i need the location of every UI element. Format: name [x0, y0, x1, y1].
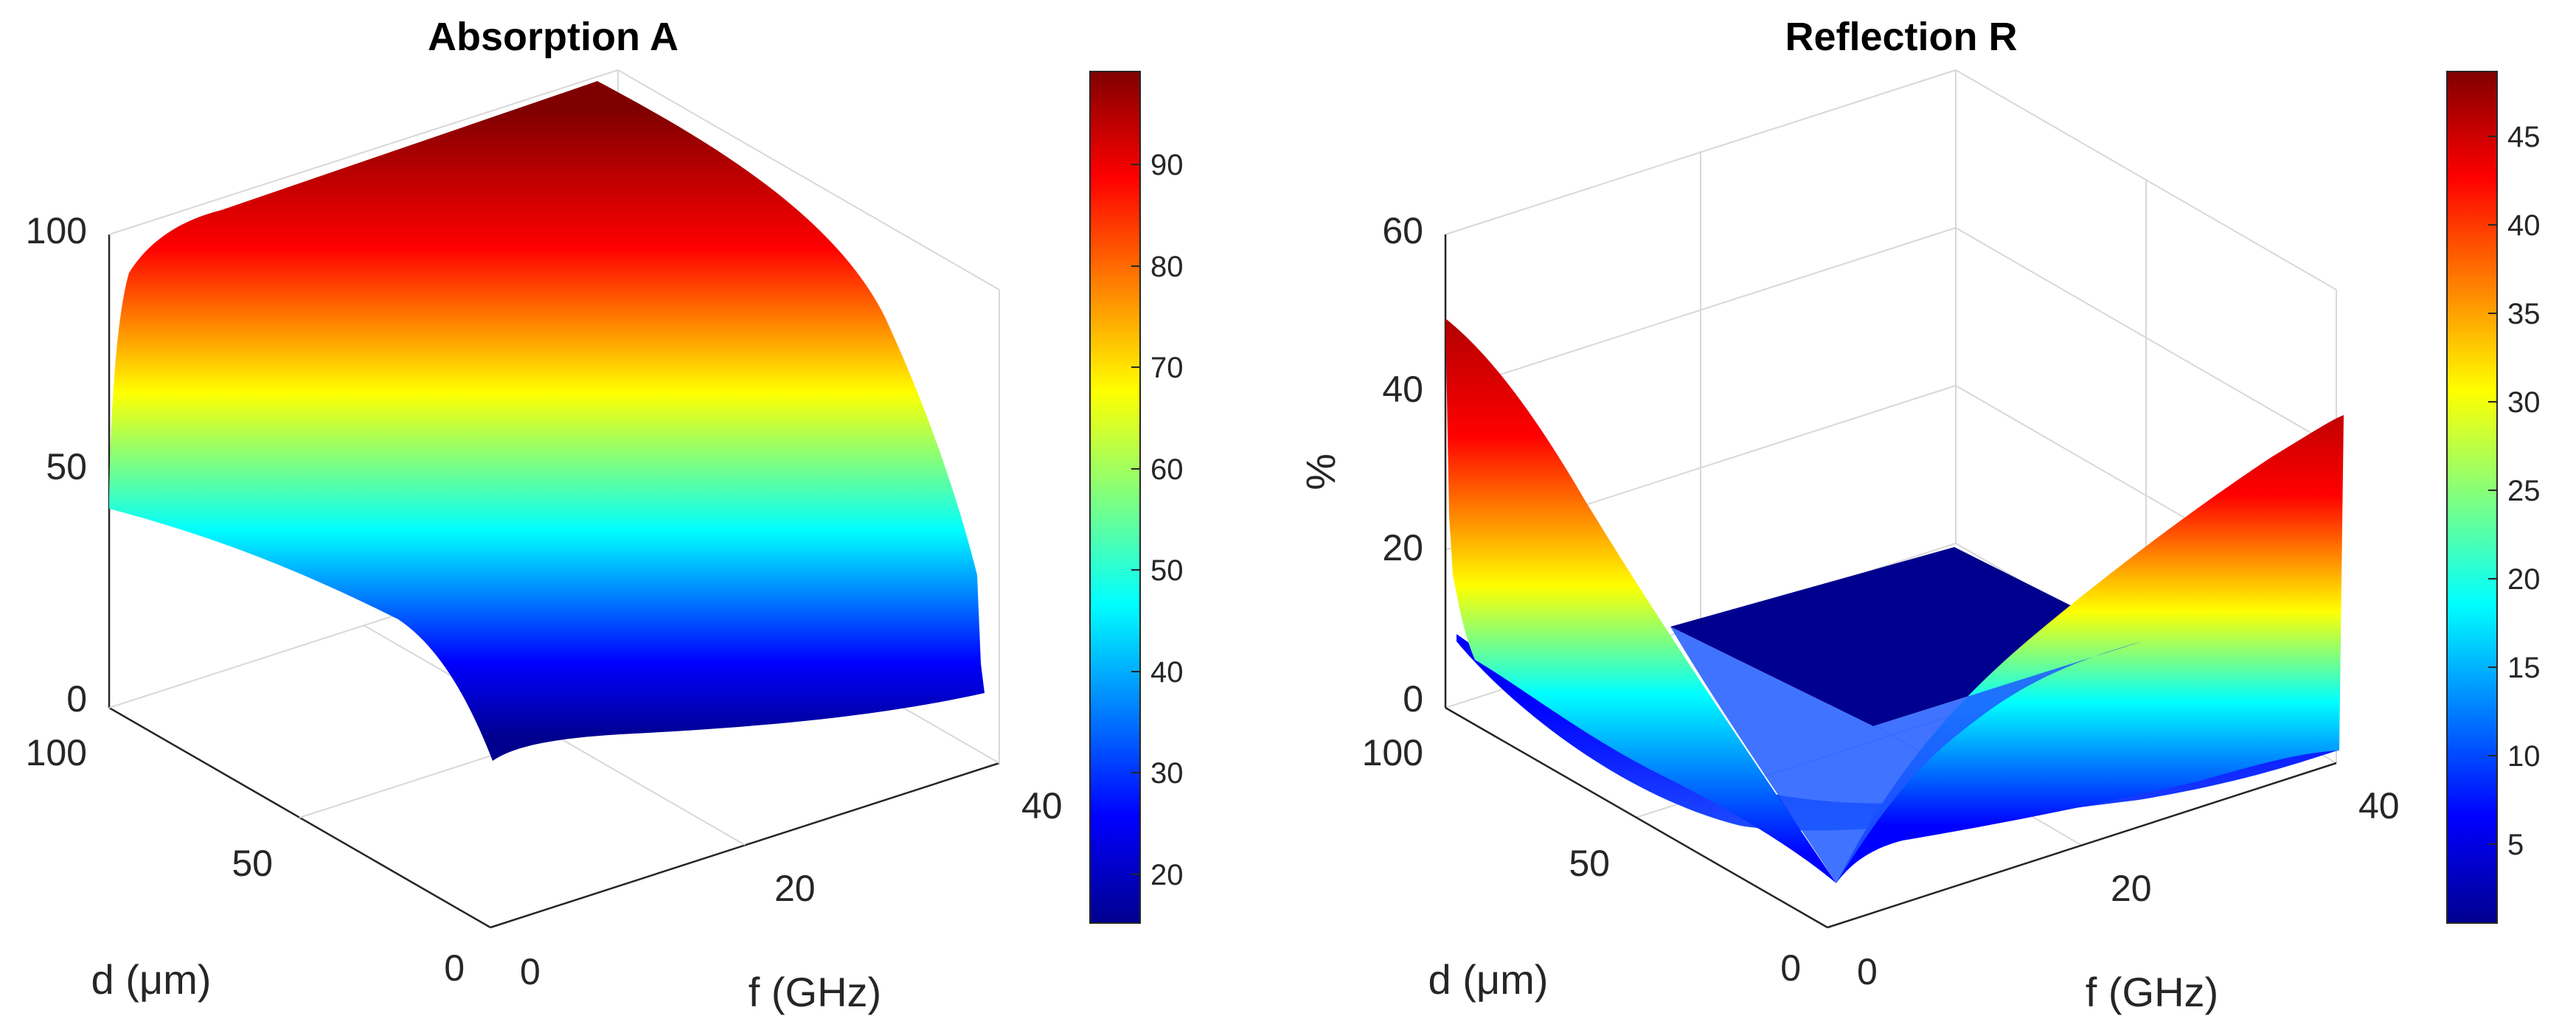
chart-title: Reflection R [1785, 15, 2017, 59]
cb-tick-20: 20 [2507, 563, 2541, 596]
panel-absorption: Absorption A 100 50 0 10 [26, 15, 1184, 1015]
f-axis-label: f (GHz) [2086, 969, 2218, 1015]
f-tick-40: 40 [2358, 785, 2400, 826]
z-tick-40: 40 [1382, 369, 1423, 410]
cb-tick-60: 60 [1150, 453, 1184, 486]
z-tick-60: 60 [1382, 210, 1423, 251]
f-tick-20: 20 [774, 868, 816, 909]
d-tick-0: 0 [444, 947, 465, 989]
f-axis-label: f (GHz) [749, 969, 881, 1015]
cb-tick-30: 30 [1150, 757, 1184, 790]
d-axis-label: d (μm) [1428, 956, 1549, 1003]
d-axis-ticks: 100 50 0 [1362, 732, 1801, 989]
surface-floor [1670, 547, 2142, 726]
f-tick-0: 0 [1857, 951, 1878, 992]
colorbar-reflection: 5 10 15 20 25 30 35 40 45 [2446, 71, 2541, 924]
z-axis-ticks: 100 50 0 [26, 210, 87, 720]
f-tick-40: 40 [1021, 785, 1063, 826]
cb-tick-45: 45 [2507, 121, 2541, 153]
z-axis-ticks: 60 40 20 0 [1382, 210, 1423, 720]
surface-absorption [109, 81, 985, 761]
d-tick-100: 100 [26, 732, 87, 773]
d-axis-ticks: 100 50 0 [26, 732, 465, 989]
surface-reflection [1445, 318, 2344, 883]
z-axis-label: % [1297, 453, 1344, 490]
d-tick-100: 100 [1362, 732, 1423, 773]
cb-tick-80: 80 [1150, 251, 1184, 283]
cb-tick-70: 70 [1150, 352, 1184, 384]
cb-tick-90: 90 [1150, 149, 1184, 181]
colorbar-absorption: 20 30 40 50 60 70 80 90 [1089, 71, 1184, 924]
cb-tick-40: 40 [2507, 209, 2541, 242]
cb-tick-50: 50 [1150, 554, 1184, 587]
colorbar-gradient [2446, 71, 2498, 924]
cb-tick-25: 25 [2507, 475, 2541, 507]
colorbar-gradient [1089, 71, 1141, 924]
z-tick-0: 0 [66, 678, 87, 720]
chart-title: Absorption A [428, 15, 678, 59]
cb-tick-15: 15 [2507, 652, 2541, 684]
z-tick-50: 50 [46, 446, 87, 487]
f-axis-ticks: 0 20 40 [520, 785, 1063, 992]
cb-tick-40: 40 [1150, 656, 1184, 689]
panel-reflection: Reflection R [1297, 15, 2541, 1015]
d-tick-0: 0 [1780, 947, 1801, 989]
f-axis-ticks: 0 20 40 [1857, 785, 2400, 992]
d-tick-50: 50 [1569, 843, 1610, 884]
cb-tick-20: 20 [1150, 859, 1184, 891]
cb-tick-5: 5 [2507, 829, 2524, 861]
cb-tick-30: 30 [2507, 386, 2541, 419]
z-tick-20: 20 [1382, 527, 1423, 568]
axes-box [1444, 234, 2337, 929]
f-tick-0: 0 [520, 951, 541, 992]
d-tick-50: 50 [232, 843, 273, 884]
z-tick-100: 100 [26, 210, 87, 251]
z-tick-0: 0 [1403, 678, 1423, 720]
d-axis-label: d (μm) [91, 956, 212, 1003]
cb-tick-10: 10 [2507, 740, 2541, 773]
cb-tick-35: 35 [2507, 298, 2541, 330]
f-tick-20: 20 [2111, 868, 2152, 909]
